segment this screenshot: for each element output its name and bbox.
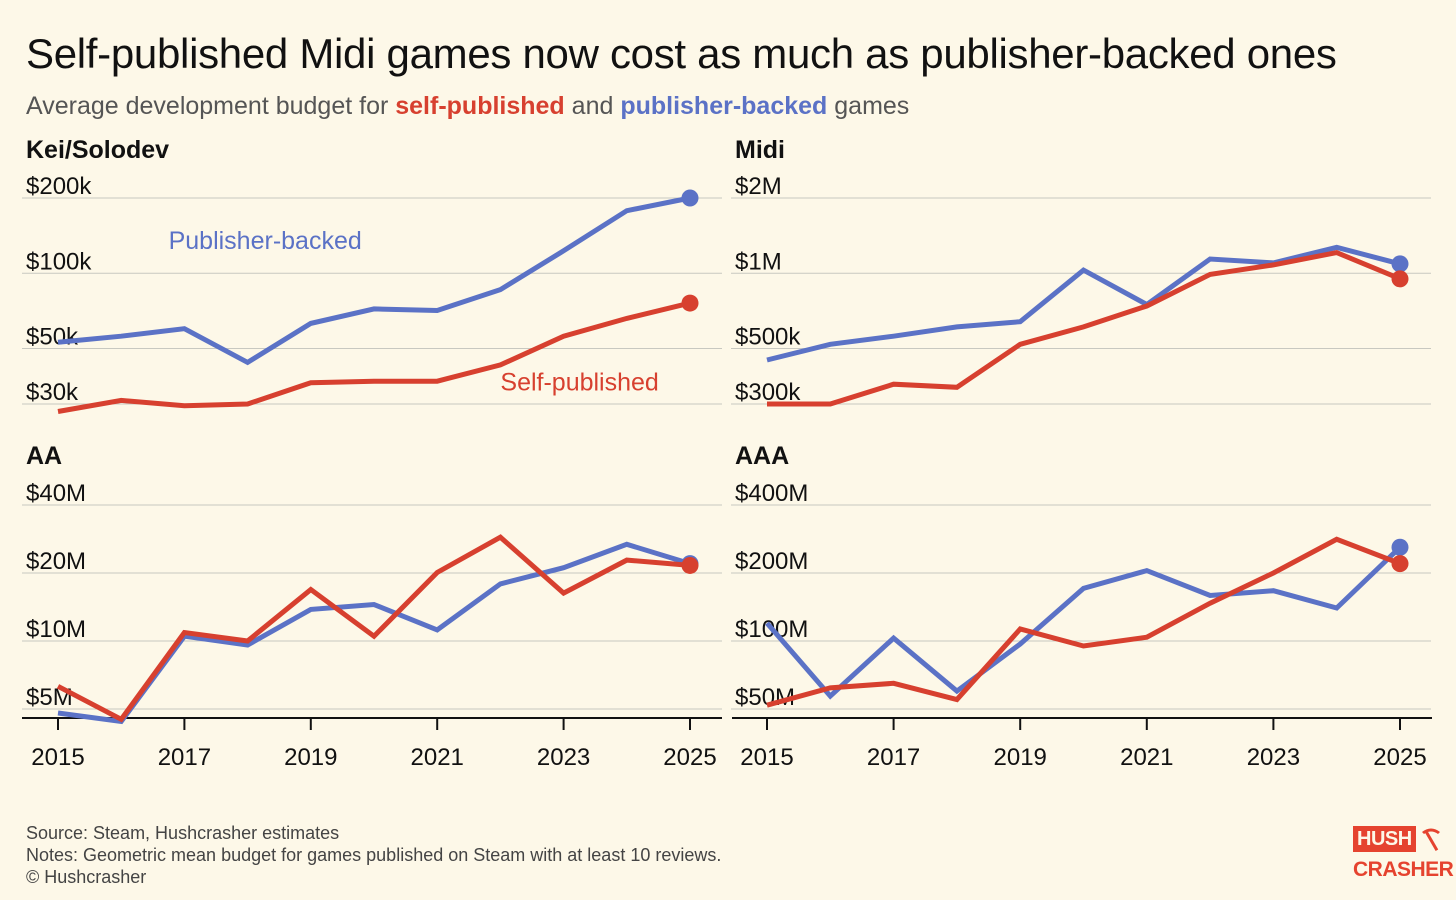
y-tick-label: $50k (26, 324, 79, 351)
footer-notes: Notes: Geometric mean budget for games p… (26, 845, 722, 865)
x-tick-label: 2021 (411, 744, 464, 771)
hushcrasher-logo: HUSH CRASHER (1353, 826, 1454, 884)
x-tick-label: 2025 (1373, 744, 1426, 771)
logo-line1: HUSH (1353, 826, 1416, 852)
series-line-pub (766, 244, 1401, 363)
series-endpoint-self (681, 294, 699, 312)
series-endpoint-self (681, 556, 699, 574)
footer: Source: Steam, Hushcrasher estimates Not… (26, 822, 721, 888)
y-tick-label: $2M (735, 173, 782, 200)
panel-title-3: AAA (735, 442, 789, 470)
series-endpoint-pub (1391, 538, 1409, 556)
x-tick-label: 2023 (537, 744, 590, 771)
x-tick-label: 2017 (158, 744, 211, 771)
y-tick-label: $100k (26, 248, 92, 275)
panel-title-1: Midi (735, 136, 785, 164)
logo-line2: CRASHER (1353, 858, 1454, 881)
y-tick-label: $30k (26, 379, 79, 406)
subtitle-publisher-backed: publisher-backed (620, 92, 828, 120)
chart-subtitle: Average development budget for self-publ… (26, 92, 909, 121)
y-tick-label: $200M (735, 548, 808, 575)
chart-title: Self-published Midi games now cost as mu… (26, 30, 1337, 77)
series-endpoint-self (1391, 270, 1409, 288)
y-tick-label: $40M (26, 480, 86, 507)
x-tick-label: 2015 (31, 744, 84, 771)
pickaxe-icon (1422, 828, 1440, 852)
subtitle-self-published: self-published (395, 92, 565, 120)
x-tick-label: 2019 (994, 744, 1047, 771)
series-endpoint-pub (1391, 255, 1409, 273)
footer-copyright: © Hushcrasher (26, 867, 147, 887)
series-line-self (767, 250, 1401, 407)
x-tick-label: 2017 (867, 744, 920, 771)
y-tick-label: $200k (26, 173, 92, 200)
series-endpoint-self (1391, 555, 1409, 573)
series-endpoint-pub (681, 189, 699, 207)
y-tick-label: $1M (735, 248, 782, 275)
footer-source: Source: Steam, Hushcrasher estimates (26, 823, 340, 843)
panel-title-2: AA (26, 442, 62, 470)
subtitle-suffix: games (827, 92, 910, 120)
y-tick-label: $10M (26, 616, 86, 643)
series-line-pub (57, 195, 691, 366)
panel-title-0: Kei/Solodev (26, 136, 169, 164)
series-label-self: Self-published (500, 368, 658, 396)
x-tick-label: 2015 (740, 744, 793, 771)
y-tick-label: $20M (26, 548, 86, 575)
y-tick-label: $50M (735, 684, 795, 711)
subtitle-mid: and (564, 92, 621, 120)
x-tick-label: 2023 (1247, 744, 1300, 771)
series-line-self (766, 536, 1401, 708)
y-tick-label: $400M (735, 480, 808, 507)
x-tick-label: 2019 (284, 744, 337, 771)
x-tick-label: 2025 (663, 744, 716, 771)
x-tick-label: 2021 (1120, 744, 1173, 771)
series-line-self (57, 300, 691, 414)
y-tick-label: $500k (735, 324, 801, 351)
series-line-self (56, 534, 691, 723)
subtitle-prefix: Average development budget for (26, 92, 396, 120)
series-label-pub: Publisher-backed (169, 227, 362, 255)
series-line-pub (765, 545, 1402, 700)
